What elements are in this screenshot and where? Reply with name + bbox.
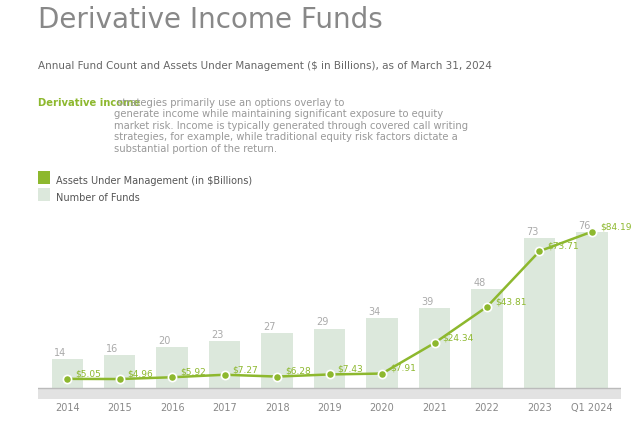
Text: $7.27: $7.27 [232,365,259,374]
Point [115,376,125,382]
Text: $24.34: $24.34 [442,333,474,342]
Text: 34: 34 [369,307,381,317]
Bar [209,341,241,388]
Text: $5.05: $5.05 [75,369,101,378]
Text: Derivative income: Derivative income [38,98,141,108]
Text: 20: 20 [159,336,171,346]
Point [587,228,597,235]
Text: 48: 48 [474,278,486,288]
Bar [314,329,346,388]
Bar [38,388,621,401]
Text: Annual Fund Count and Assets Under Management ($ in Billions), as of March 31, 2: Annual Fund Count and Assets Under Manag… [38,61,492,72]
Bar [576,232,608,388]
Text: 27: 27 [264,322,276,332]
Text: Number of Funds: Number of Funds [56,193,140,203]
Point [377,370,387,377]
Text: $7.43: $7.43 [337,365,364,374]
Point [429,340,440,346]
Point [482,304,492,310]
Text: 16: 16 [106,344,118,354]
Text: $73.71: $73.71 [547,242,579,251]
Bar [524,238,556,388]
Text: $6.28: $6.28 [285,367,311,376]
Bar [471,290,503,388]
Text: 39: 39 [421,297,433,307]
Text: strategies primarily use an options overlay to
generate income while maintaining: strategies primarily use an options over… [114,98,468,154]
Bar [104,355,136,388]
Point [62,376,72,382]
Text: Derivative Income Funds: Derivative Income Funds [38,6,383,34]
Text: 76: 76 [579,220,591,231]
Text: $43.81: $43.81 [495,297,526,306]
Bar [51,360,83,388]
Point [534,248,545,254]
Text: $84.19: $84.19 [600,222,631,231]
Text: Assets Under Management (in $Billions): Assets Under Management (in $Billions) [56,176,252,186]
Point [167,374,177,381]
Bar [261,333,293,388]
Bar [156,347,188,388]
Text: 14: 14 [54,349,66,358]
Point [324,371,335,378]
Text: $4.96: $4.96 [127,369,154,378]
Text: $7.91: $7.91 [390,364,416,373]
Point [220,371,230,378]
Text: 23: 23 [211,330,223,340]
Text: 73: 73 [526,227,538,237]
Text: 29: 29 [316,318,328,327]
Bar [366,318,398,388]
Bar [419,308,451,388]
Text: $5.92: $5.92 [180,368,206,377]
Point [272,373,282,380]
